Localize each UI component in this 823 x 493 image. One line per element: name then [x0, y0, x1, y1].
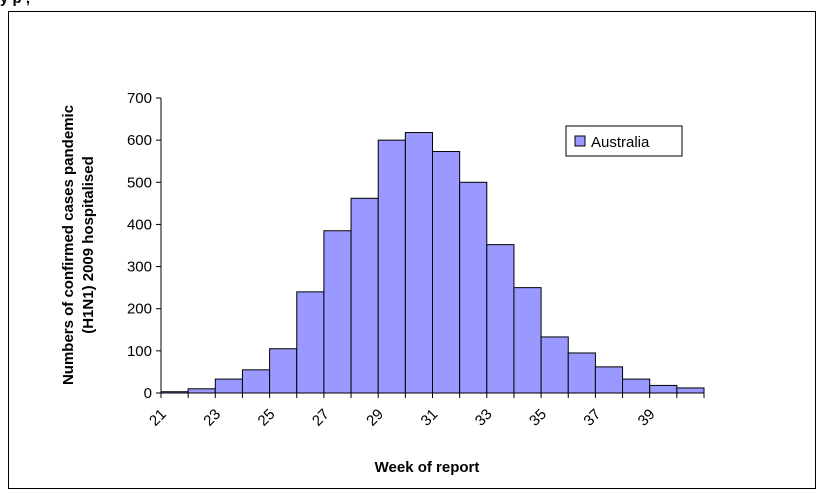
bar-week-39	[649, 384, 678, 394]
bar-week-31	[432, 151, 461, 394]
y-tick-label: 500	[127, 174, 152, 191]
bar-week-40	[676, 387, 705, 394]
legend-swatch	[574, 135, 586, 147]
x-tick-label: 21	[146, 406, 170, 430]
x-tick-label: 37	[580, 406, 604, 430]
bar-week-36	[567, 352, 596, 394]
bar-week-30	[404, 132, 434, 394]
bar-week-26	[296, 291, 325, 394]
x-tick-label: 35	[526, 406, 550, 430]
y-axis-title-line-2: (H1N1) 2009 hospitalised	[80, 156, 97, 334]
y-axis-title: Numbers of confirmed cases pandemic (H1N…	[60, 105, 97, 385]
bar-week-32	[459, 181, 488, 394]
bar-week-29	[377, 139, 406, 394]
bar-week-28	[350, 197, 379, 394]
bar-week-24	[241, 369, 271, 394]
x-tick-label: 25	[255, 406, 279, 430]
x-axis-title: Week of report	[375, 459, 480, 476]
bar-week-34	[513, 287, 542, 394]
bars-group	[160, 132, 705, 394]
x-tick-label: 33	[472, 406, 496, 430]
legend-label: Australia	[591, 134, 650, 151]
y-axis-title-line-1: Numbers of confirmed cases pandemic	[60, 105, 77, 385]
bar-week-38	[622, 378, 651, 394]
x-tick-label: 29	[363, 406, 387, 430]
bar-week-25	[269, 348, 298, 394]
y-tick-label: 100	[127, 343, 152, 360]
bar-week-27	[323, 230, 352, 394]
y-tick-label: 600	[127, 132, 152, 149]
y-tick-label: 200	[127, 301, 152, 318]
y-ticks-group: 0 100 200 300 400 500 600 700	[127, 90, 161, 402]
x-tick-label: 39	[635, 406, 659, 430]
x-ticks-group: 21 23 25 27 29 31 33 35 37 39	[146, 393, 705, 430]
bar-week-22	[187, 388, 216, 394]
page-title-fragment: y p ,	[0, 0, 823, 10]
x-tick-label: 23	[200, 406, 224, 430]
y-tick-label: 400	[127, 216, 152, 233]
y-tick-label: 700	[127, 90, 152, 107]
legend: Australia	[565, 125, 683, 157]
bar-week-33	[486, 244, 515, 394]
y-tick-label: 0	[144, 385, 152, 402]
bar-week-37	[594, 366, 624, 394]
bar-week-23	[214, 378, 243, 394]
y-tick-label: 300	[127, 259, 152, 276]
x-tick-label: 27	[309, 406, 333, 430]
bar-week-35	[540, 336, 569, 394]
x-tick-label: 31	[418, 406, 442, 430]
